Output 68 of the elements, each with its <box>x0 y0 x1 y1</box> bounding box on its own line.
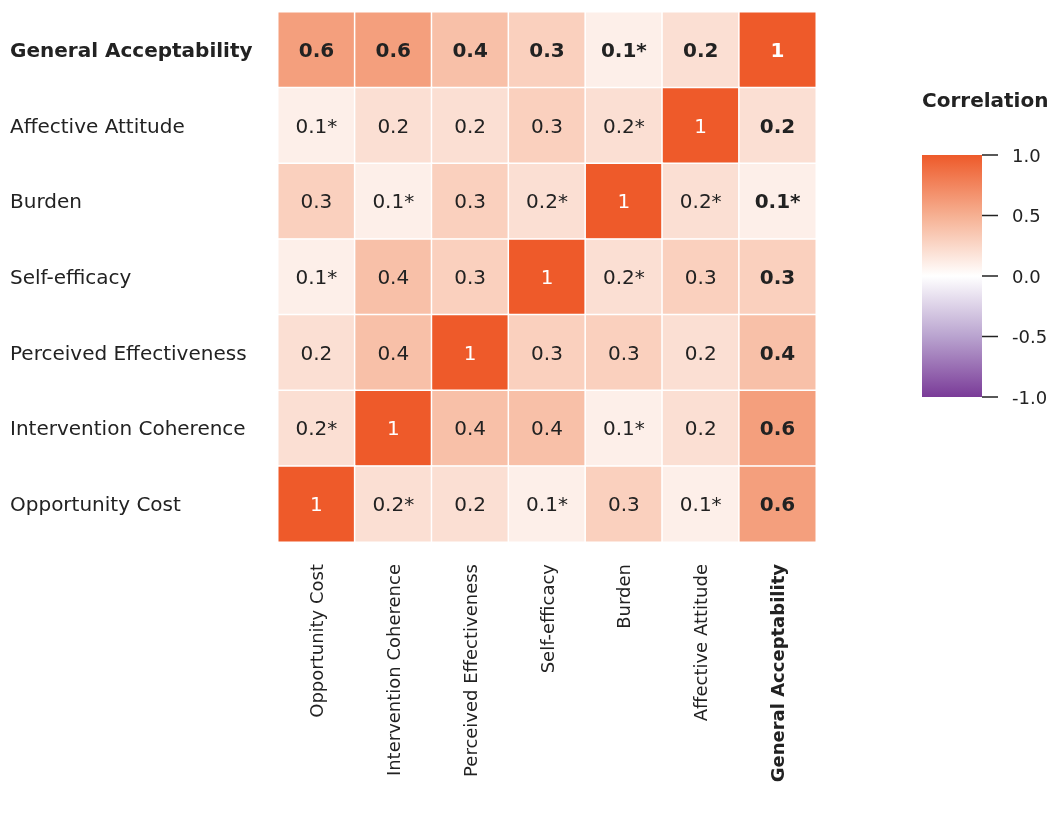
x-tick-label: Burden <box>613 564 635 629</box>
data-label: 1 <box>694 113 708 138</box>
data-label: 0.6 <box>759 492 796 517</box>
data-label: 0.3 <box>454 265 487 289</box>
data-label: 1 <box>617 189 631 214</box>
data-label: 0.4 <box>759 340 796 365</box>
data-label: 0.2 <box>300 340 333 365</box>
data-label: 0.2 <box>683 37 719 62</box>
y-tick-label: General Acceptability <box>10 37 253 62</box>
data-label: 0.4 <box>377 340 410 365</box>
data-label: 0.1* <box>295 113 338 138</box>
color-bar-label: 0.5 <box>1012 205 1041 226</box>
data-label: 1 <box>540 265 554 289</box>
data-label: 0.2 <box>377 113 410 138</box>
data-label: 0.6 <box>375 37 411 62</box>
x-tick-label: Affective Attitude <box>690 564 712 722</box>
data-label: 0.2* <box>602 265 645 289</box>
data-label: 0.6 <box>298 37 335 62</box>
data-label: 1 <box>386 416 400 441</box>
data-label: 1 <box>770 37 785 62</box>
data-label: 0.4 <box>454 416 487 441</box>
data-label: 0.3 <box>300 189 333 214</box>
data-label: 0.2 <box>684 340 717 365</box>
data-label: 1 <box>463 340 477 365</box>
x-tick-label: Intervention Coherence <box>382 564 404 777</box>
color-bar-label: 1.0 <box>1012 144 1041 166</box>
color-bar-label: -0.5 <box>1012 326 1048 347</box>
data-label: 0.4 <box>452 37 488 62</box>
data-label: 0.1* <box>372 189 415 214</box>
y-tick-label: Opportunity Cost <box>10 492 181 517</box>
data-label: 0.4 <box>531 416 563 441</box>
data-label: 0.1* <box>600 37 648 62</box>
data-label: 0.2* <box>526 189 568 214</box>
color-bar-label: 0.0 <box>1012 265 1041 287</box>
data-label: 0.2* <box>372 492 415 517</box>
data-label: 0.4 <box>377 265 410 289</box>
data-label: 0.2 <box>759 113 796 138</box>
data-label: 0.1* <box>602 416 645 441</box>
color-bar-label: -1.0 <box>1012 386 1048 408</box>
data-label: 0.1* <box>526 492 568 517</box>
data-label: 0.2* <box>295 416 338 441</box>
data-label: 1 <box>310 492 323 517</box>
data-label: 0.3 <box>684 265 717 289</box>
y-tick-label: Intervention Coherence <box>10 416 246 441</box>
data-label: 0.2* <box>602 113 645 138</box>
data-label: 0.3 <box>454 189 487 214</box>
y-tick-label: Burden <box>10 189 82 214</box>
y-tick-label: Affective Attitude <box>10 113 185 138</box>
data-label: 0.1* <box>754 189 802 214</box>
data-label: 0.2* <box>679 189 722 214</box>
data-label: 0.2 <box>454 492 487 517</box>
data-label: 0.1* <box>295 265 338 289</box>
data-label: 0.2 <box>454 113 487 138</box>
x-tick-label: General Acceptability <box>767 563 789 783</box>
y-tick-label: Perceived Effectiveness <box>10 340 247 365</box>
data-label: 0.6 <box>759 416 796 441</box>
data-label: 0.3 <box>531 113 563 138</box>
x-tick-label: Self-efficacy <box>536 563 558 674</box>
color-bar-title: Correlation <box>922 88 1049 112</box>
x-tick-label: Perceived Effectiveness <box>459 564 481 777</box>
data-label: 0.3 <box>759 265 796 289</box>
y-tick-label: Self-efficacy <box>10 265 132 289</box>
data-label: 0.3 <box>531 340 563 365</box>
data-label: 0.3 <box>607 340 640 365</box>
data-label: 0.3 <box>529 37 565 62</box>
data-label: 0.1* <box>679 492 722 517</box>
data-label: 0.2 <box>684 416 717 441</box>
data-label: 0.3 <box>607 492 640 517</box>
